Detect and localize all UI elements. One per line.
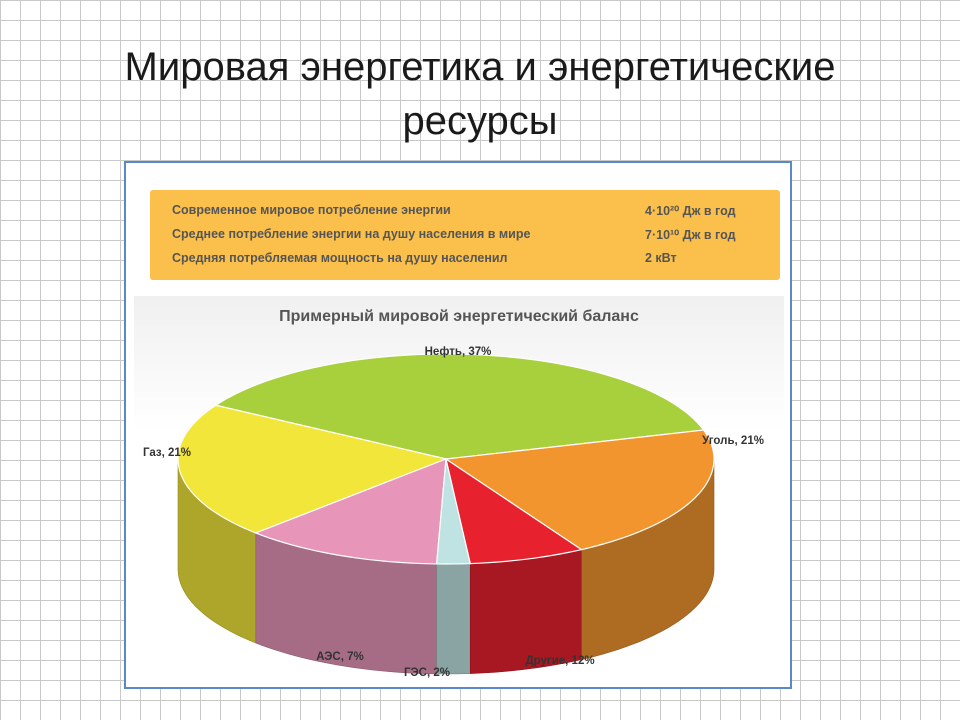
- pie-slice-Газ: [444, 429, 715, 551]
- info-row-label: Средняя потребляемая мощность на душу на…: [172, 251, 508, 265]
- pie-wall-ГЭС: [436, 563, 471, 675]
- pie-label-Уголь: Уголь, 21%: [702, 435, 764, 447]
- slide-title-line2: ресурсы: [402, 99, 558, 143]
- chart-title: Примерный мировой энергетический баланс: [279, 308, 639, 325]
- pie-label-ГЭС: ГЭС, 2%: [404, 667, 450, 679]
- slide-title: Мировая энергетика и энергетические ресу…: [0, 40, 960, 148]
- pie-slice-Нефть: [214, 353, 705, 460]
- info-row-value: 4·10²⁰ Дж в год: [645, 204, 736, 218]
- pie-label-Газ: Газ, 21%: [143, 447, 191, 459]
- info-row-value: 7·10¹⁰ Дж в год: [645, 228, 736, 242]
- info-row-label: Современное мировое потребление энергии: [172, 203, 451, 217]
- pie-slice-Другие: [254, 458, 447, 565]
- pie-slice-АЭС: [445, 457, 584, 565]
- info-row-label: Среднее потребление энергии на душу насе…: [172, 227, 531, 241]
- info-box: Современное мировое потребление энергии …: [150, 190, 780, 280]
- pie-label-Нефть: Нефть, 37%: [425, 346, 492, 358]
- pie-label-АЭС: АЭС, 7%: [316, 651, 364, 663]
- pie-slice-Уголь: [177, 404, 449, 534]
- pie-label-Другие: Другие, 12%: [525, 655, 594, 667]
- slide-title-line1: Мировая энергетика и энергетические: [124, 45, 836, 89]
- info-row-value: 2 кВт: [645, 251, 677, 265]
